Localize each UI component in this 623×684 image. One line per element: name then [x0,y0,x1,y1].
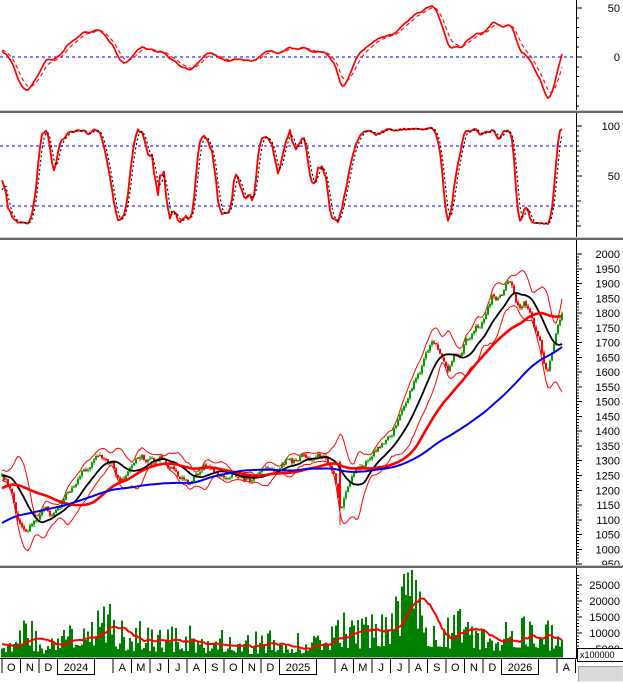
svg-text:1850: 1850 [596,293,620,305]
volume-scale-unit-badge: x100000 [577,648,623,662]
momentum-panel-plot: 50 0 [0,0,620,110]
svg-text:2025: 2025 [286,662,310,674]
svg-text:1550: 1550 [596,382,620,394]
svg-text:100: 100 [602,121,620,133]
svg-text:2026: 2026 [508,662,532,674]
svg-text:1950: 1950 [596,264,620,276]
time-axis: O N D 2024 A M J J A S O N D 2025 A M J J A S O N D 2026 A [0,658,577,675]
svg-text:10000: 10000 [589,628,620,640]
svg-text:A: A [193,662,201,674]
svg-text:N: N [248,662,256,674]
svg-text:1350: 1350 [596,441,620,453]
svg-text:J: J [397,662,403,674]
svg-text:J: J [379,662,385,674]
svg-text:N: N [26,662,34,674]
svg-text:D: D [266,662,274,674]
svg-text:15000: 15000 [589,612,620,624]
svg-text:1200: 1200 [596,485,620,497]
horizontal-scrollbar-stub[interactable] [578,666,623,682]
svg-text:1000: 1000 [596,544,620,556]
svg-text:1650: 1650 [596,352,620,364]
volume-panel-plot: 250002000015000100005000 [1,568,620,658]
svg-text:1900: 1900 [596,279,620,291]
svg-text:20000: 20000 [589,596,620,608]
svg-text:1700: 1700 [596,338,620,350]
stochastic-panel-plot: 100 50 [0,113,620,237]
svg-text:N: N [470,662,478,674]
svg-text:1400: 1400 [596,426,620,438]
svg-text:J: J [175,662,181,674]
svg-text:O: O [451,662,460,674]
svg-text:A: A [563,662,571,674]
svg-text:1050: 1050 [596,530,620,542]
svg-text:O: O [229,662,238,674]
svg-text:1450: 1450 [596,411,620,423]
panel-divider[interactable] [0,110,623,113]
svg-text:1250: 1250 [596,470,620,482]
svg-text:950: 950 [602,559,620,565]
svg-text:O: O [7,662,16,674]
svg-text:A: A [341,662,349,674]
panel-divider[interactable] [0,565,623,568]
svg-text:D: D [488,662,496,674]
svg-text:A: A [119,662,127,674]
svg-text:S: S [433,662,440,674]
panel-divider[interactable] [0,237,623,240]
svg-text:J: J [157,662,163,674]
svg-text:1750: 1750 [596,323,620,335]
svg-text:2000: 2000 [596,249,620,261]
svg-text:S: S [211,662,218,674]
svg-text:25000: 25000 [589,580,620,592]
svg-text:M: M [136,662,145,674]
svg-text:2024: 2024 [64,662,88,674]
svg-text:1150: 1150 [596,500,620,512]
price-panel-plot: 950 1000 1050 1100 1150 1200 1250 1300 1350 1400 1… [1,240,620,565]
svg-text:1300: 1300 [596,456,620,468]
svg-text:50: 50 [608,3,620,15]
svg-text:A: A [415,662,423,674]
svg-text:50: 50 [608,171,620,183]
svg-text:0: 0 [614,52,620,64]
svg-text:1500: 1500 [596,397,620,409]
svg-text:1800: 1800 [596,308,620,320]
svg-text:D: D [44,662,52,674]
svg-text:M: M [358,662,367,674]
svg-text:1100: 1100 [596,515,620,527]
svg-text:1600: 1600 [596,367,620,379]
